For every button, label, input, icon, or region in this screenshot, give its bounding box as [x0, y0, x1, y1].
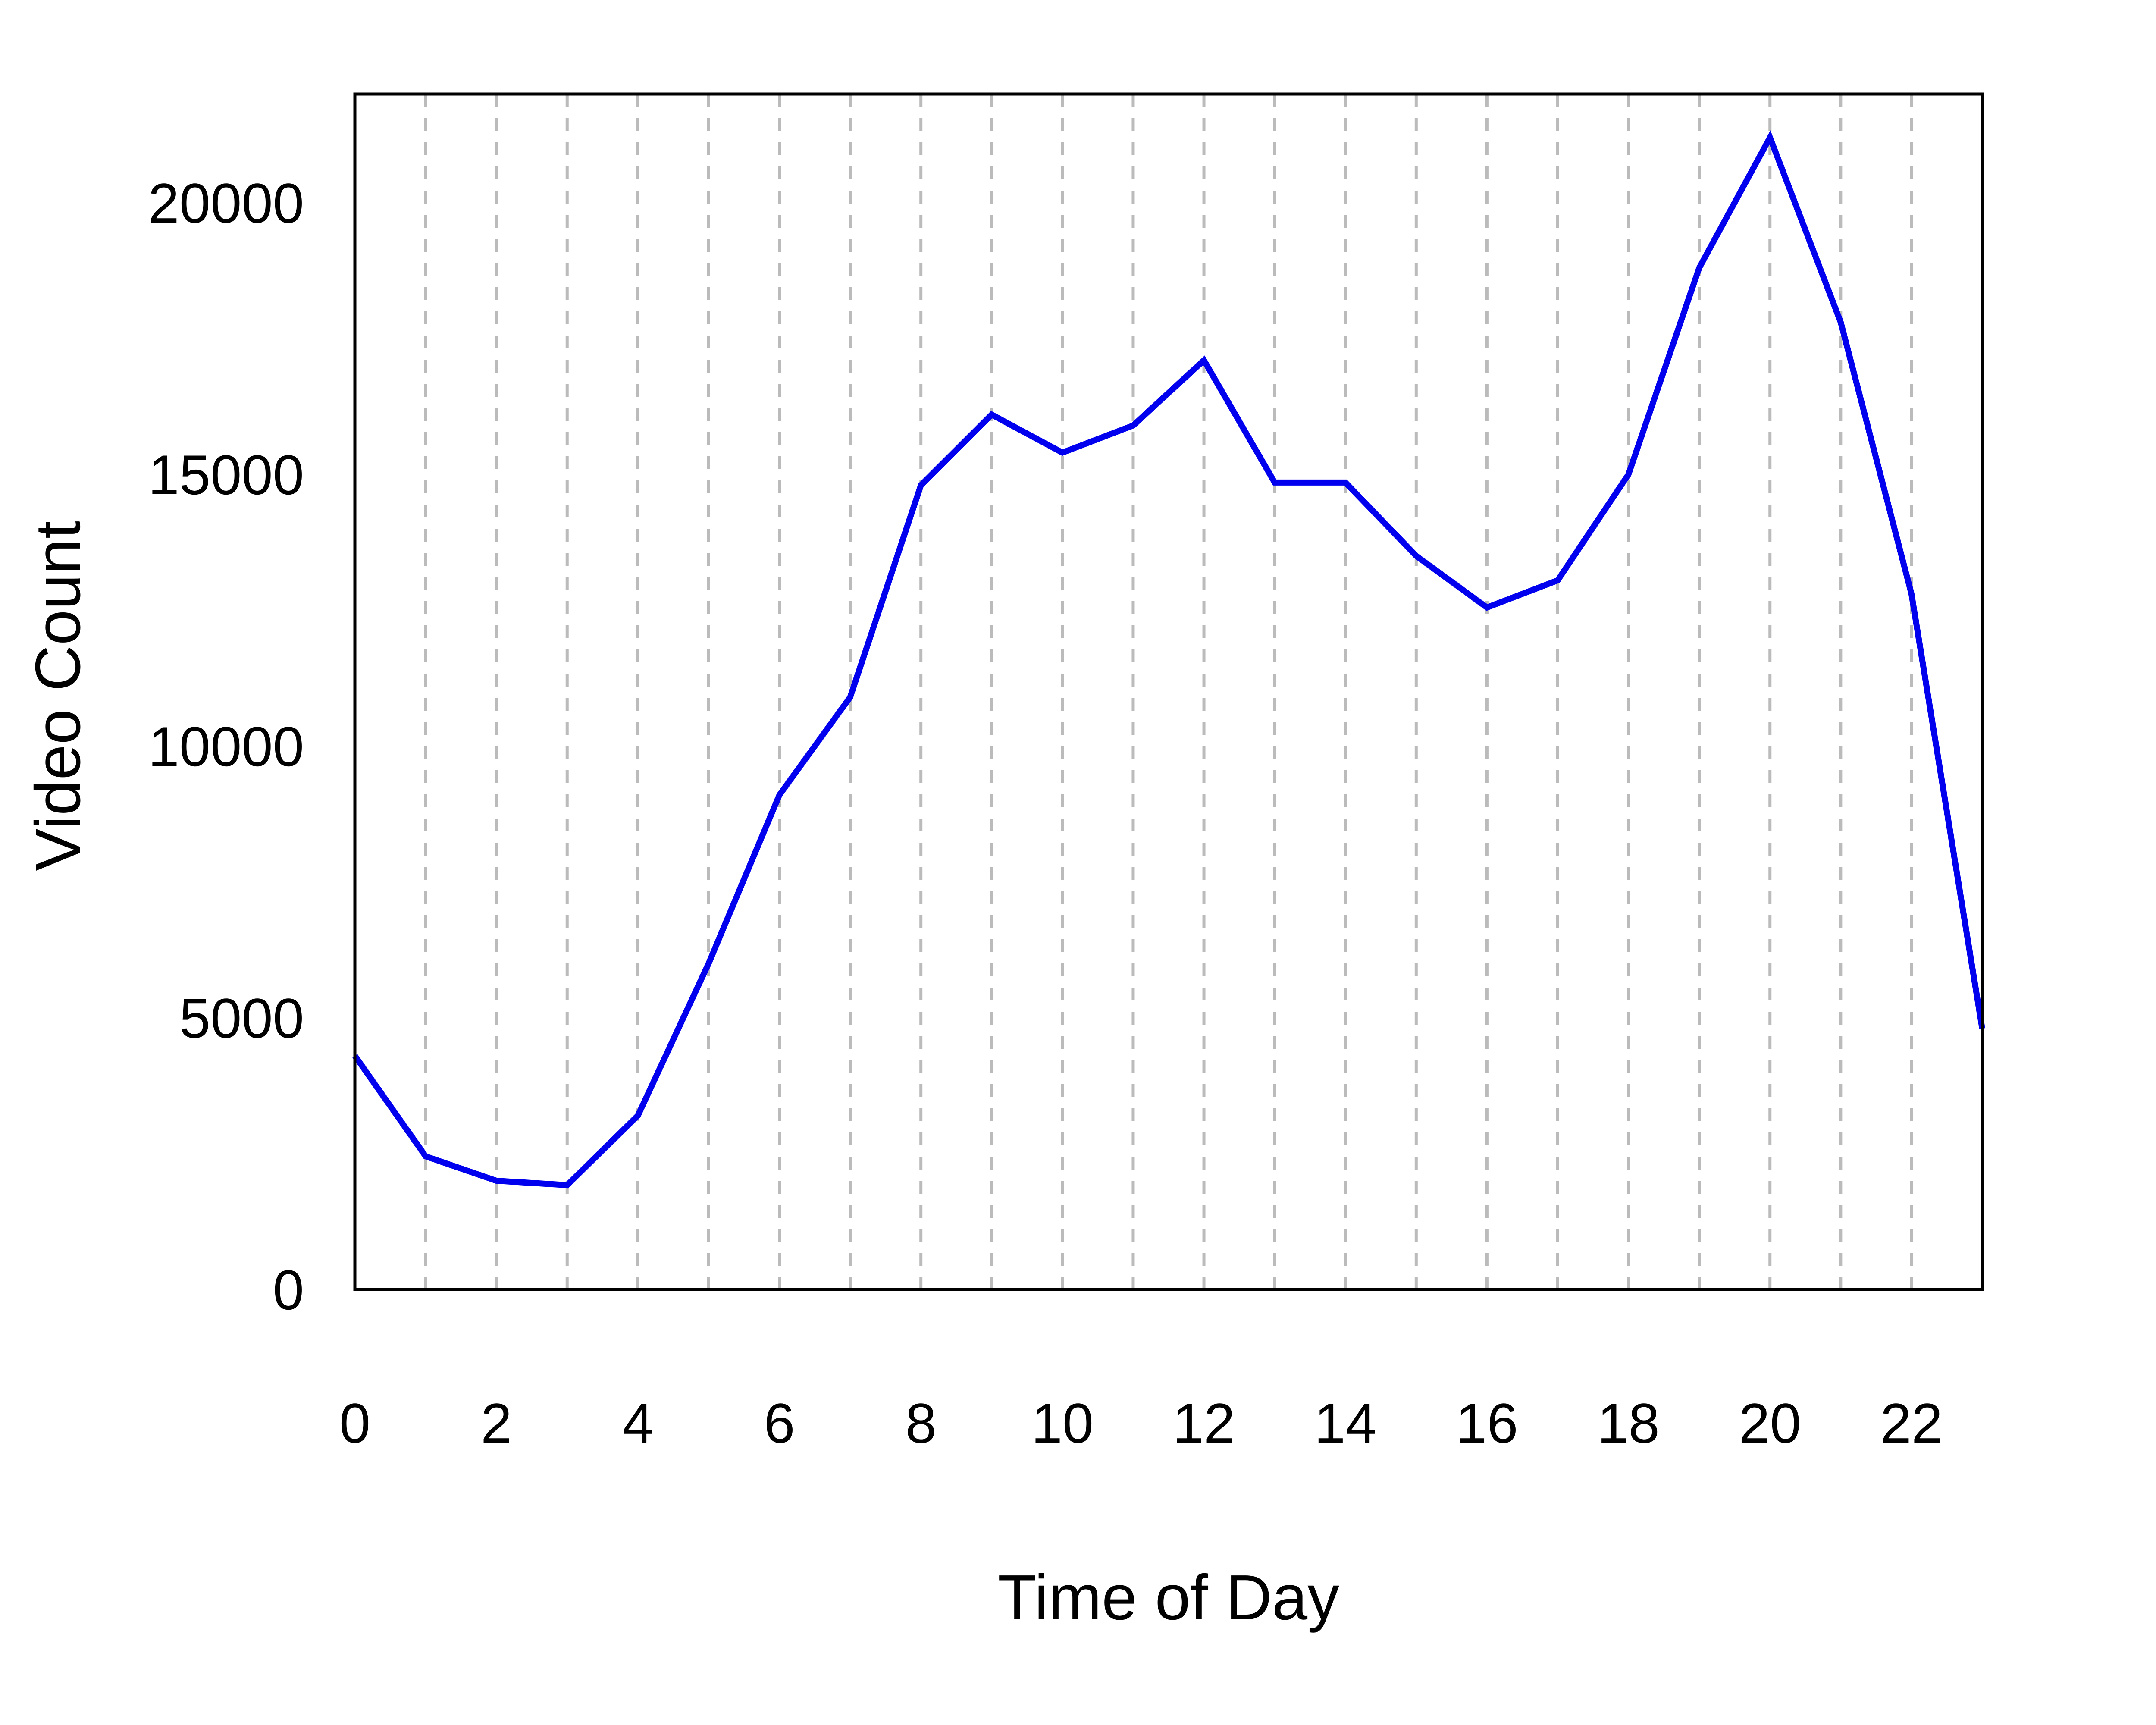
x-tick-labels: 0 2 4 6 8 10 12 14 16 18 20 22 [339, 1392, 1943, 1455]
x-tick-label: 18 [1597, 1392, 1660, 1455]
x-tick-label: 12 [1173, 1392, 1235, 1455]
x-tick-label: 10 [1031, 1392, 1094, 1455]
y-tick-label: 0 [273, 1258, 304, 1321]
x-tick-label: 16 [1456, 1392, 1518, 1455]
x-tick-label: 8 [906, 1392, 937, 1455]
y-tick-label: 15000 [148, 443, 304, 506]
x-tick-label: 0 [339, 1392, 370, 1455]
y-tick-label: 10000 [148, 715, 304, 778]
x-tick-label: 14 [1314, 1392, 1377, 1455]
grid-lines [424, 94, 1913, 1289]
x-tick-label: 4 [622, 1392, 653, 1455]
y-tick-labels: 0 5000 10000 15000 20000 [148, 172, 304, 1321]
series-line [352, 130, 1985, 1189]
x-tick-label: 6 [764, 1392, 795, 1455]
x-tick-label: 22 [1880, 1392, 1943, 1455]
y-axis-label: Video Count [22, 521, 94, 871]
plot-frame [353, 92, 1984, 1291]
y-tick-label: 20000 [148, 172, 304, 235]
x-tick-label: 20 [1739, 1392, 1801, 1455]
y-tick-label: 5000 [179, 987, 304, 1050]
x-axis-label: Time of Day [998, 1562, 1339, 1633]
x-tick-label: 2 [481, 1392, 512, 1455]
